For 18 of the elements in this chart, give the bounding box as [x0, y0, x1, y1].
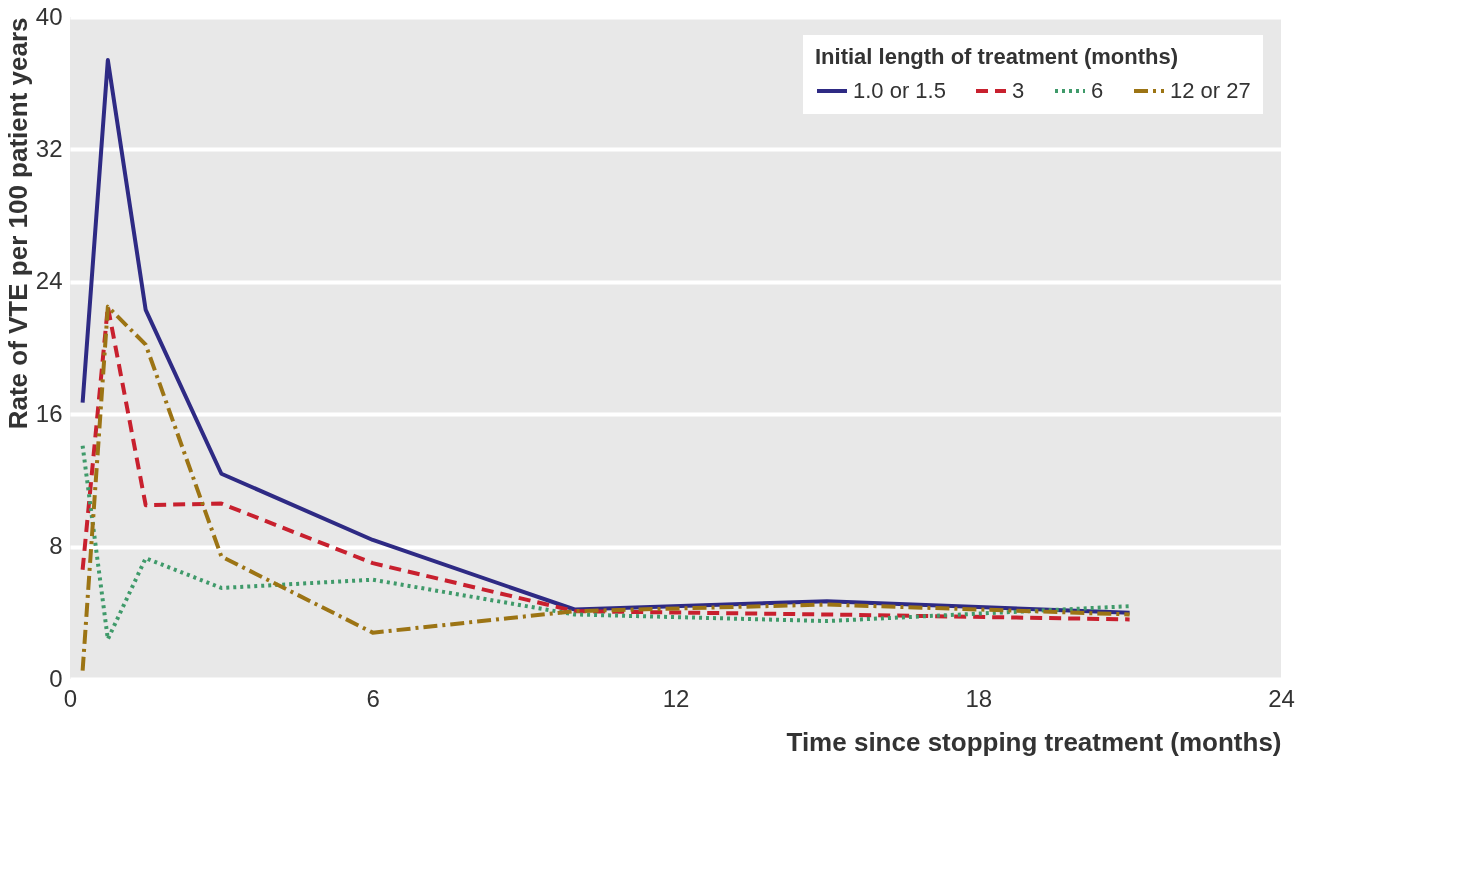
legend-label: 1.0 or 1.5	[853, 78, 946, 103]
y-tick-label: 16	[35, 399, 63, 427]
y-tick-label: 24	[35, 267, 63, 295]
y-axis-title: Rate of VTE per 100 patient years	[2, 17, 33, 430]
legend-label: 3	[1012, 78, 1025, 103]
legend-label: 12 or 27	[1170, 78, 1251, 103]
legend-title: Initial length of treatment (months)	[815, 44, 1178, 69]
x-tick-label: 6	[366, 684, 380, 712]
y-tick-label: 8	[49, 532, 63, 560]
x-tick-label: 12	[662, 684, 690, 712]
legend-label: 6	[1091, 78, 1104, 103]
y-tick-label: 0	[49, 664, 63, 692]
x-tick-label: 24	[1268, 684, 1295, 712]
x-axis-title: Time since stopping treatment (months)	[786, 726, 1282, 757]
y-tick-label: 40	[35, 2, 63, 30]
y-tick-label: 32	[35, 134, 63, 162]
line-series	[80, 443, 1132, 642]
x-tick-label: 18	[965, 684, 993, 712]
